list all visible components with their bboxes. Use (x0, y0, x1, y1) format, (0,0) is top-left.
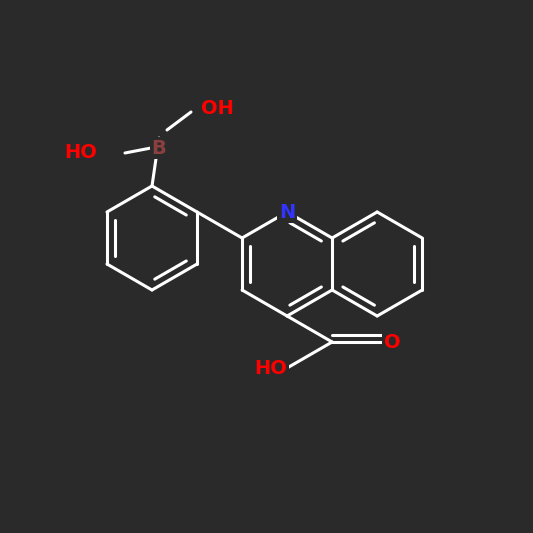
Text: O: O (384, 333, 401, 351)
Text: HO: HO (64, 143, 97, 163)
Text: OH: OH (201, 99, 234, 117)
Text: B: B (151, 139, 166, 157)
Text: N: N (279, 203, 295, 222)
Text: HO: HO (254, 359, 287, 377)
